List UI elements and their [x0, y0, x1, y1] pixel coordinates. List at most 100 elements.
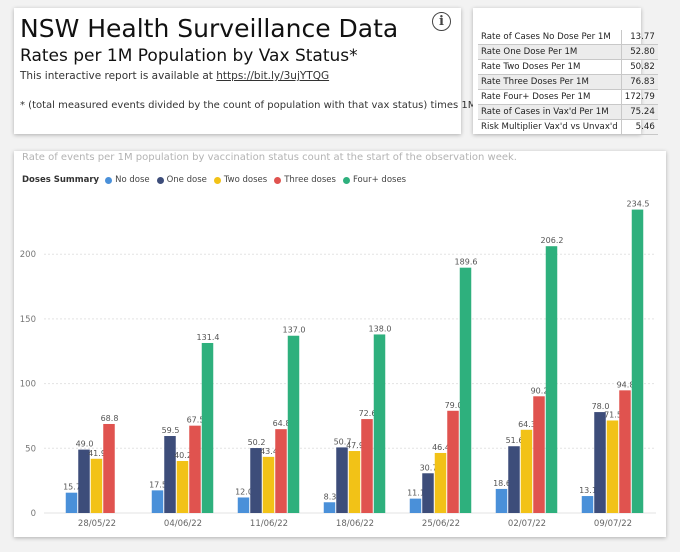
data-label: 79.0 — [445, 401, 463, 410]
stats-value: 13.77 — [620, 30, 658, 45]
legend-item[interactable]: Three doses — [274, 175, 336, 185]
y-tick-label: 50 — [25, 444, 36, 454]
stats-row: Rate of Cases in Vax'd Per 1M 75.24 — [478, 104, 658, 120]
stats-value: 76.83 — [620, 74, 658, 90]
bar — [275, 429, 287, 513]
footnote: * (total measured events divided by the … — [20, 100, 477, 111]
bar — [606, 420, 619, 513]
data-label: 12.0 — [235, 487, 253, 496]
bar — [459, 267, 472, 513]
bar — [336, 447, 348, 513]
bar — [520, 429, 533, 513]
legend-label: Three doses — [284, 175, 336, 185]
stats-row: Rate Three Doses Per 1M 76.83 — [478, 74, 658, 90]
stats-label: Rate of Cases in Vax'd Per 1M — [478, 104, 622, 120]
bar — [619, 390, 631, 513]
x-tick-label: 18/06/22 — [336, 519, 374, 529]
data-label: 40.2 — [174, 451, 192, 460]
data-label: 131.4 — [197, 333, 220, 342]
stats-label: Risk Multiplier Vax'd vs Unvax'd — [478, 119, 622, 135]
bar — [581, 496, 594, 513]
stats-table: Rate of Cases No Dose Per 1M 13.77 Rate On… — [478, 30, 658, 135]
bar — [594, 412, 606, 513]
availability-label: This interactive report is available at — [20, 70, 217, 82]
stats-table-card: Rate of Cases No Dose Per 1M 13.77 Rate On… — [473, 8, 658, 135]
data-label: 59.5 — [162, 426, 180, 435]
stats-value: 50.82 — [620, 59, 658, 75]
data-label: 137.0 — [283, 326, 306, 335]
bar-chart: 0 50 100 150 200 28/05/22 15.7 49.041.9 68.8 04/0… — [20, 200, 656, 529]
x-tick-label: 02/07/22 — [508, 519, 546, 529]
stats-value: 52.80 — [620, 44, 658, 60]
bar — [176, 460, 189, 513]
data-label: 78.0 — [592, 402, 610, 411]
bar — [508, 446, 520, 513]
data-label: 51.6 — [506, 436, 524, 445]
y-tick-label: 200 — [20, 250, 36, 260]
data-label: 17.5 — [149, 480, 167, 489]
stats-value: 5.46 — [620, 119, 658, 135]
data-label: 72.6 — [359, 409, 377, 418]
bar — [409, 498, 422, 513]
bar — [287, 335, 300, 513]
stats-label: Rate of Cases No Dose Per 1M — [478, 30, 622, 45]
x-tick-label: 04/06/22 — [164, 519, 202, 529]
bar — [495, 488, 508, 513]
data-label: 234.5 — [627, 200, 650, 209]
bar — [348, 451, 361, 513]
report-link[interactable]: https://bit.ly/3ujYTQG — [216, 70, 330, 82]
chart-legend: Doses Summary No dose One dose Two doses Th… — [22, 175, 413, 185]
stats-label: Rate Three Doses Per 1M — [478, 74, 622, 90]
data-label: 67.5 — [187, 416, 205, 425]
legend-item[interactable]: Four+ doses — [342, 175, 407, 185]
y-tick-label: 0 — [31, 509, 36, 519]
data-label: 8.3 — [324, 492, 337, 501]
bar — [323, 502, 336, 513]
bar — [422, 473, 434, 513]
stats-row: Rate One Dose Per 1M 52.80 — [478, 44, 658, 60]
data-label: 41.9 — [88, 449, 106, 458]
bar — [631, 209, 644, 514]
bar — [103, 423, 115, 513]
stats-value: 172.79 — [620, 89, 658, 105]
bar — [262, 456, 275, 513]
bar — [90, 458, 103, 513]
data-label: 189.6 — [455, 258, 478, 267]
y-tick-label: 150 — [20, 315, 36, 325]
data-label: 47.9 — [346, 441, 364, 450]
x-tick-label: 25/06/22 — [422, 519, 460, 529]
availability-text: This interactive report is available at … — [20, 70, 329, 82]
info-icon[interactable]: i — [432, 12, 451, 31]
data-label: 15.7 — [63, 483, 81, 492]
stats-label: Rate Four+ Doses Per 1M — [478, 89, 622, 105]
data-label: 138.0 — [369, 324, 392, 333]
stats-row: Rate of Cases No Dose Per 1M 13.77 — [478, 30, 658, 45]
stats-label: Rate One Dose Per 1M — [478, 44, 622, 60]
data-label: 50.2 — [248, 438, 266, 447]
legend-label: One dose — [166, 175, 207, 185]
stats-row: Rate Two Doses Per 1M 50.82 — [478, 59, 658, 75]
report-subtitle: Rates per 1M Population by Vax Status* — [20, 46, 358, 66]
legend-item[interactable]: Two doses — [213, 175, 268, 185]
bar — [361, 419, 373, 513]
x-tick-label: 11/06/22 — [250, 519, 288, 529]
x-tick-label: 28/05/22 — [78, 519, 116, 529]
legend-item[interactable]: No dose — [105, 175, 150, 185]
data-label: 50.7 — [334, 437, 352, 446]
data-label: 49.0 — [76, 440, 94, 449]
data-label: 13.1 — [579, 486, 597, 495]
bar — [373, 334, 386, 513]
data-label: 64.3 — [518, 420, 536, 429]
bar — [447, 410, 459, 513]
legend-title: Doses Summary — [22, 175, 100, 185]
bar — [533, 396, 545, 513]
data-label: 90.2 — [531, 386, 549, 395]
legend-label: Four+ doses — [352, 175, 407, 185]
legend-label: Two doses — [223, 175, 268, 185]
legend-swatch — [213, 176, 221, 184]
data-label: 46.4 — [432, 443, 450, 452]
legend-item[interactable]: One dose — [156, 175, 207, 185]
legend-label: No dose — [115, 175, 150, 185]
data-label: 94.8 — [617, 380, 635, 389]
bar — [151, 490, 164, 513]
